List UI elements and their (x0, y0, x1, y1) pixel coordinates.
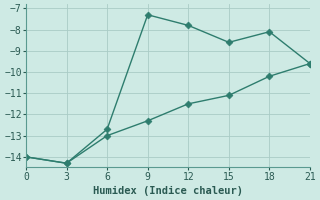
X-axis label: Humidex (Indice chaleur): Humidex (Indice chaleur) (93, 186, 243, 196)
